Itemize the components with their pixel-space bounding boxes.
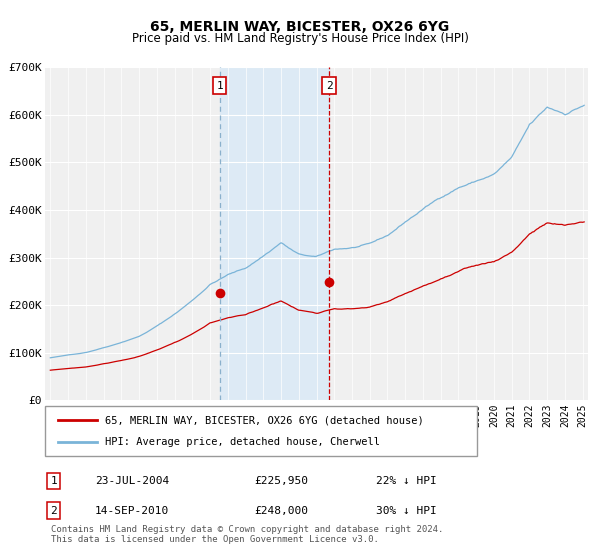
Text: 23-JUL-2004: 23-JUL-2004 (95, 476, 169, 486)
Text: Contains HM Land Registry data © Crown copyright and database right 2024.
This d: Contains HM Land Registry data © Crown c… (50, 525, 443, 544)
Text: 2: 2 (326, 81, 332, 91)
Text: HPI: Average price, detached house, Cherwell: HPI: Average price, detached house, Cher… (106, 437, 380, 447)
Text: £248,000: £248,000 (255, 506, 309, 516)
Bar (220, 67, 329, 400)
Text: £225,950: £225,950 (255, 476, 309, 486)
Text: 22% ↓ HPI: 22% ↓ HPI (376, 476, 437, 486)
Text: 2: 2 (50, 506, 57, 516)
Text: 1: 1 (217, 81, 223, 91)
Text: 1: 1 (50, 476, 57, 486)
Text: 65, MERLIN WAY, BICESTER, OX26 6YG: 65, MERLIN WAY, BICESTER, OX26 6YG (151, 20, 449, 34)
FancyBboxPatch shape (45, 406, 477, 456)
Text: 65, MERLIN WAY, BICESTER, OX26 6YG (detached house): 65, MERLIN WAY, BICESTER, OX26 6YG (deta… (106, 415, 424, 425)
Text: Price paid vs. HM Land Registry's House Price Index (HPI): Price paid vs. HM Land Registry's House … (131, 32, 469, 45)
Text: 30% ↓ HPI: 30% ↓ HPI (376, 506, 437, 516)
Text: 14-SEP-2010: 14-SEP-2010 (95, 506, 169, 516)
